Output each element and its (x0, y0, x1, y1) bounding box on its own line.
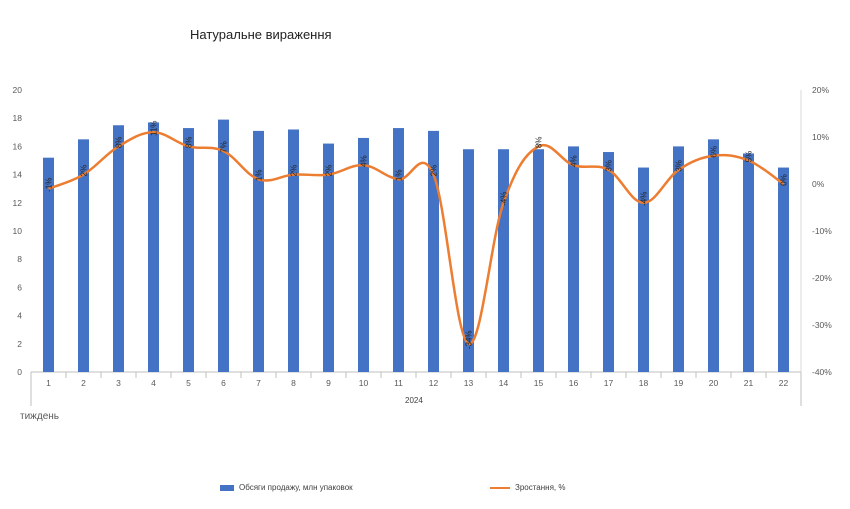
x-tick-label: 13 (464, 378, 474, 388)
y-right-tick-label: -10% (812, 226, 832, 236)
bar (253, 130, 264, 372)
x-tick-label: 20 (709, 378, 719, 388)
data-label: 0% (780, 174, 789, 186)
data-label: -1% (45, 178, 54, 192)
y-left-tick-label: 18 (13, 113, 23, 123)
data-label: 11% (150, 121, 159, 136)
bar (428, 130, 439, 372)
x-tick-label: 8 (291, 378, 296, 388)
x-tick-label: 2 (81, 378, 86, 388)
chart-title: Натуральне вираження (190, 27, 332, 42)
y-left-tick-label: 6 (17, 282, 22, 292)
data-label: 3% (605, 160, 614, 172)
bar (43, 157, 54, 372)
x-tick-label: 19 (674, 378, 684, 388)
legend-line-swatch (490, 486, 510, 489)
x-axis-period-label: 2024 (405, 396, 423, 405)
bar (288, 129, 299, 372)
bar (778, 167, 789, 372)
data-label: 4% (570, 155, 579, 167)
legend-label-sales: Обсяги продажу, млн упаковок (239, 483, 353, 492)
x-tick-label: 6 (221, 378, 226, 388)
x-tick-label: 9 (326, 378, 331, 388)
y-right-tick-label: 20% (812, 85, 829, 95)
bar (603, 152, 614, 372)
x-tick-label: 12 (429, 378, 439, 388)
bar (533, 149, 544, 372)
bar (323, 143, 334, 372)
bar (708, 139, 719, 372)
y-right-tick-label: -40% (812, 367, 832, 377)
x-tick-label: 21 (744, 378, 754, 388)
legend-bar-swatch (220, 484, 234, 491)
x-tick-label: 5 (186, 378, 191, 388)
bar (463, 149, 474, 372)
y-left-tick-label: 14 (13, 170, 23, 180)
x-tick-label: 14 (499, 378, 509, 388)
x-axis-title: тиждень (20, 411, 59, 422)
data-label: 7% (220, 141, 229, 153)
y-left-tick-label: 2 (17, 339, 22, 349)
x-tick-label: 22 (779, 378, 789, 388)
bar (148, 122, 159, 373)
bar (568, 146, 579, 372)
data-label: -4% (500, 192, 509, 206)
y-left-tick-label: 8 (17, 254, 22, 264)
data-label: 8% (115, 137, 124, 149)
data-label: 2% (80, 165, 89, 177)
y-left-tick-label: 12 (13, 198, 23, 208)
y-left-tick-label: 20 (13, 85, 23, 95)
data-label: 1% (255, 170, 264, 182)
data-label: 1% (395, 170, 404, 182)
bar (673, 146, 684, 372)
legend-item-growth: Зростання, % (490, 483, 565, 492)
x-tick-label: 11 (394, 378, 403, 388)
data-label: -4% (640, 192, 649, 206)
x-tick-label: 4 (151, 378, 156, 388)
x-tick-label: 7 (256, 378, 261, 388)
data-label: 8% (535, 137, 544, 149)
bar (218, 119, 229, 372)
y-left-tick-label: 4 (17, 311, 22, 321)
x-tick-label: 3 (116, 378, 121, 388)
bar (78, 139, 89, 372)
y-right-tick-label: -20% (812, 273, 832, 283)
bar (358, 137, 369, 372)
data-label: 5% (745, 151, 754, 163)
y-left-tick-label: 0 (17, 367, 22, 377)
x-tick-label: 10 (359, 378, 369, 388)
x-tick-label: 15 (534, 378, 544, 388)
data-label: 8% (185, 137, 194, 149)
bar (183, 128, 194, 372)
y-left-tick-label: 16 (13, 141, 23, 151)
y-right-tick-label: 10% (812, 132, 829, 142)
bar (113, 125, 124, 372)
bar (743, 153, 754, 372)
data-label: 4% (360, 155, 369, 167)
x-tick-label: 1 (46, 378, 51, 388)
bar (638, 167, 649, 372)
y-right-tick-label: -30% (812, 320, 832, 330)
x-tick-label: 18 (639, 378, 649, 388)
y-left-tick-label: 10 (13, 226, 23, 236)
y-right-tick-label: 0% (812, 179, 825, 189)
growth-line (48, 131, 785, 346)
data-label: 2% (325, 165, 334, 177)
data-label: 2% (430, 165, 439, 177)
data-label: -34% (465, 330, 474, 349)
x-tick-label: 17 (604, 378, 614, 388)
data-label: 6% (710, 146, 719, 158)
bar (498, 149, 509, 372)
data-label: 3% (675, 160, 684, 172)
data-label: 2% (290, 165, 299, 177)
legend-label-growth: Зростання, % (515, 483, 566, 492)
x-tick-label: 16 (569, 378, 579, 388)
bar (393, 128, 404, 372)
legend-item-sales: Обсяги продажу, млн упаковок (220, 483, 353, 492)
